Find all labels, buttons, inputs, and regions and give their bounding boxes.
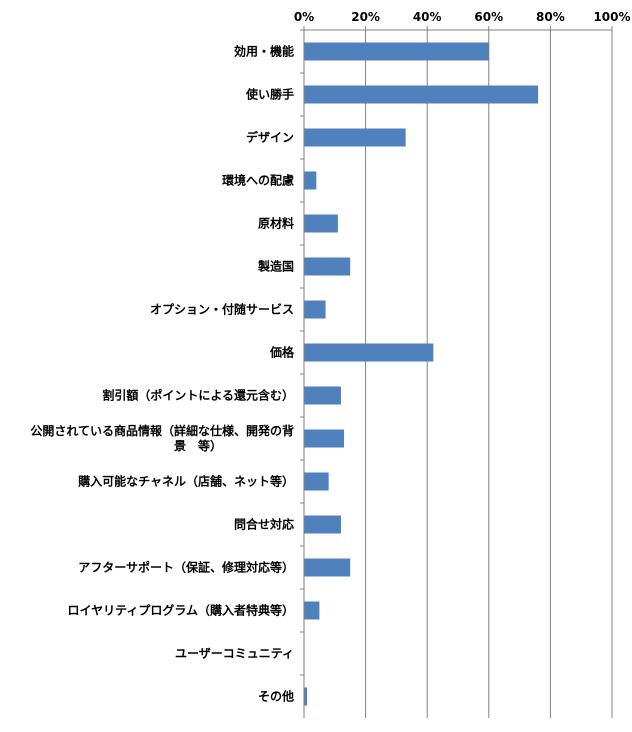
x-tick-label: 100% [593, 10, 630, 24]
category-labels: 効用・機能使い勝手デザイン環境への配慮原材料製造国オプション・付随サービス価格割… [30, 44, 295, 704]
bars [304, 42, 539, 706]
category-label-line: 使い勝手 [245, 87, 294, 102]
x-tick-label: 0% [294, 10, 314, 24]
category-label: 製造国 [257, 259, 294, 274]
bar [304, 42, 489, 61]
category-label-line: 割引額（ポイントによる還元含む） [102, 388, 294, 403]
bar [304, 257, 351, 276]
bar [304, 214, 338, 233]
category-label-line: 製造国 [257, 259, 294, 274]
category-label-line: アフターサポート（保証、修理対応等） [78, 560, 294, 575]
bar [304, 429, 345, 448]
category-label: 環境への配慮 [222, 173, 294, 188]
x-tick-label: 80% [536, 10, 565, 24]
bar [304, 386, 341, 405]
category-label-line: 効用・機能 [234, 44, 294, 59]
category-label: 使い勝手 [245, 87, 294, 102]
x-tick-label: 40% [413, 10, 442, 24]
category-label: オプション・付随サービス [150, 302, 294, 317]
category-label: デザイン [246, 130, 294, 145]
category-label: その他 [258, 689, 294, 704]
category-label: 公開されている商品情報（詳細な仕様、開発の背景 等） [30, 423, 294, 453]
category-label: 割引額（ポイントによる還元含む） [102, 388, 294, 403]
category-label-line: デザイン [246, 130, 294, 145]
category-label-line: 環境への配慮 [222, 173, 294, 188]
bar [304, 687, 308, 706]
category-label: アフターサポート（保証、修理対応等） [78, 560, 294, 575]
category-label: 原材料 [258, 216, 294, 231]
category-label-line: ユーザーコミュニティ [175, 647, 294, 661]
category-label: 問合せ対応 [234, 517, 294, 532]
category-label-line: オプション・付随サービス [150, 302, 294, 317]
category-label-line: 購入可能なチャネル（店舗、ネット等） [77, 474, 294, 489]
category-label: 価格 [269, 345, 295, 360]
category-label-line: 価格 [269, 345, 295, 360]
x-tick-label: 20% [351, 10, 380, 24]
gridlines [365, 30, 613, 718]
bar [304, 171, 317, 190]
category-label: 購入可能なチャネル（店舗、ネット等） [77, 474, 294, 489]
bar [304, 472, 329, 491]
bar [304, 300, 326, 319]
category-label-line: 原材料 [258, 216, 294, 231]
axes [300, 26, 613, 718]
bar [304, 515, 341, 534]
x-tick-label: 60% [474, 10, 503, 24]
bar [304, 128, 406, 147]
category-label-line: 公開されている商品情報（詳細な仕様、開発の背 [30, 423, 294, 438]
category-label-line: その他 [258, 689, 294, 704]
category-label: ユーザーコミュニティ [175, 647, 294, 661]
bar [304, 601, 320, 620]
bar [304, 558, 351, 577]
category-label: 効用・機能 [234, 44, 294, 59]
bar [304, 343, 434, 362]
category-label-line: 問合せ対応 [234, 517, 294, 532]
category-label-line: 景 等） [174, 438, 222, 453]
x-tick-labels: 0% 20% 40% 60% 80% 100% [294, 10, 631, 24]
category-label: ロイヤリティプログラム（購入者特典等） [67, 603, 294, 618]
bar [304, 85, 539, 104]
category-label-line: ロイヤリティプログラム（購入者特典等） [67, 603, 294, 618]
